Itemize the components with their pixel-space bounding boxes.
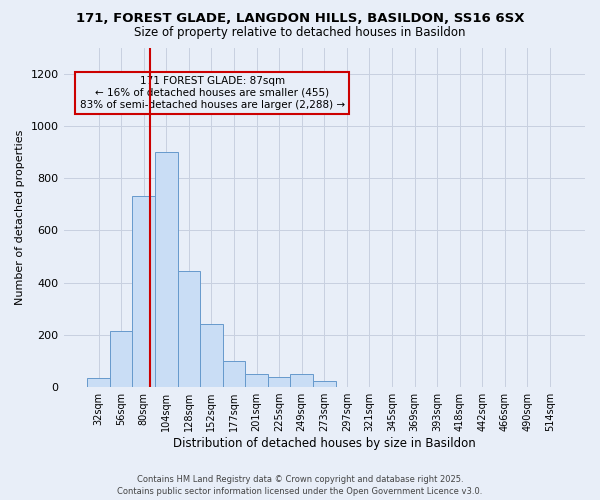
Bar: [110, 331, 133, 387]
Bar: [87, 378, 110, 387]
Text: 171, FOREST GLADE, LANGDON HILLS, BASILDON, SS16 6SX: 171, FOREST GLADE, LANGDON HILLS, BASILD…: [76, 12, 524, 26]
Bar: [245, 374, 268, 387]
X-axis label: Distribution of detached houses by size in Basildon: Distribution of detached houses by size …: [173, 437, 476, 450]
Bar: [290, 374, 313, 387]
Text: 171 FOREST GLADE: 87sqm
← 16% of detached houses are smaller (455)
83% of semi-d: 171 FOREST GLADE: 87sqm ← 16% of detache…: [80, 76, 345, 110]
Bar: [178, 271, 200, 387]
Bar: [200, 324, 223, 387]
Bar: [133, 196, 155, 387]
Bar: [313, 380, 335, 387]
Bar: [155, 152, 178, 387]
Text: Contains HM Land Registry data © Crown copyright and database right 2025.
Contai: Contains HM Land Registry data © Crown c…: [118, 474, 482, 496]
Bar: [268, 376, 290, 387]
Bar: [223, 361, 245, 387]
Y-axis label: Number of detached properties: Number of detached properties: [15, 130, 25, 305]
Text: Size of property relative to detached houses in Basildon: Size of property relative to detached ho…: [134, 26, 466, 39]
